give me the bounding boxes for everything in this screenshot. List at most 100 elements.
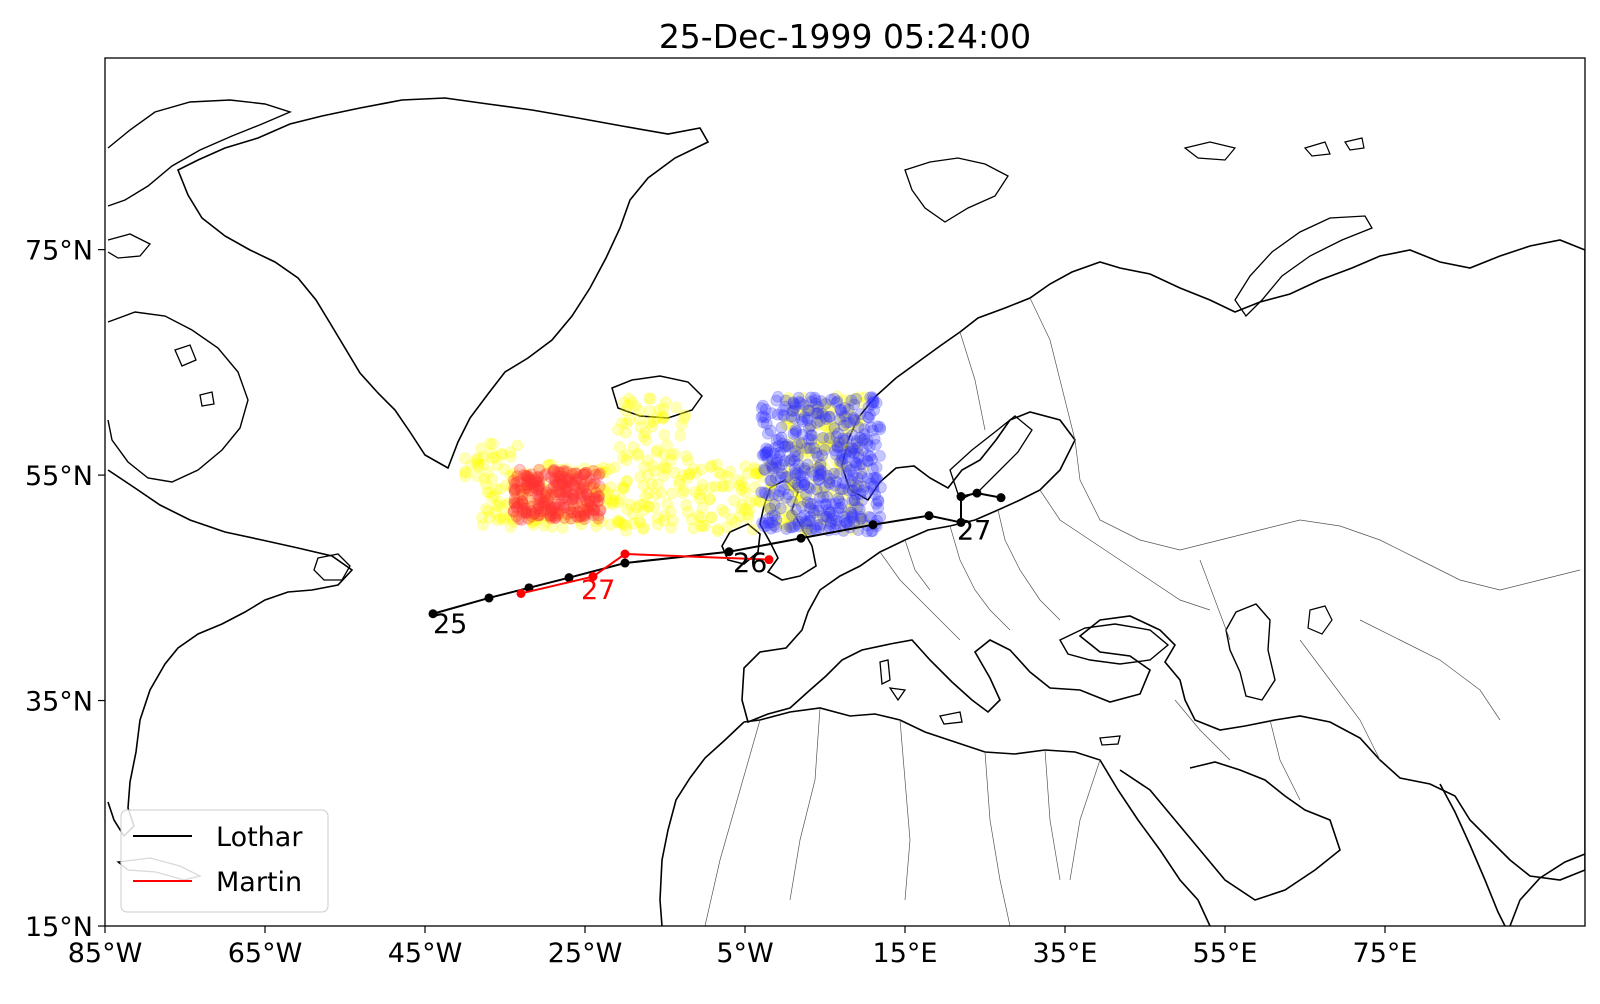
yellow-trajectory-point — [711, 458, 723, 471]
yellow-trajectory-point — [818, 418, 831, 431]
red-trajectory-point — [547, 500, 560, 513]
map-title: 25-Dec-1999 05:24:00 — [659, 17, 1031, 56]
yellow-trajectory-point — [545, 506, 558, 519]
blue-trajectory-point — [857, 484, 870, 497]
yellow-trajectory-point — [510, 472, 523, 485]
yellow-trajectory-point — [752, 467, 765, 480]
yellow-trajectory-point — [625, 396, 638, 408]
yellow-trajectory-point — [506, 470, 519, 483]
yellow-trajectory-point — [715, 468, 728, 481]
red-trajectory-point — [519, 469, 532, 482]
yellow-trajectory-point — [803, 403, 816, 416]
blue-trajectory-point — [763, 489, 775, 502]
x-tick-label: 5°W — [716, 938, 773, 969]
red-trajectory-point — [544, 505, 557, 517]
yellow-trajectory-point — [622, 399, 635, 412]
yellow-trajectory-point — [586, 502, 598, 515]
track-day-label: 27 — [581, 575, 615, 606]
red-trajectory-point — [566, 468, 579, 480]
yellow-trajectory-point — [742, 508, 755, 521]
iceland-coastline — [611, 375, 703, 419]
yellow-trajectory-point — [564, 505, 577, 518]
red-trajectory-point — [550, 485, 563, 498]
blue-trajectory-point — [759, 411, 772, 424]
yellow-trajectory-point — [580, 477, 593, 490]
yellow-trajectory-point — [638, 461, 651, 473]
yellow-trajectory-point — [643, 404, 656, 417]
blue-trajectory-point — [792, 467, 804, 479]
yellow-trajectory-point — [556, 509, 569, 522]
blue-trajectory-point — [804, 429, 817, 442]
yellow-trajectory-point — [620, 404, 632, 417]
red-trajectory-point — [520, 492, 533, 505]
yellow-trajectory-point — [655, 487, 668, 499]
red-trajectory-point — [569, 473, 582, 485]
blue-trajectory-point — [758, 463, 771, 476]
yellow-trajectory-point — [515, 507, 527, 520]
red-trajectory-point — [520, 502, 533, 515]
yellow-trajectory-point — [763, 504, 776, 517]
blue-trajectory-point — [755, 486, 768, 499]
yellow-trajectory-point — [670, 401, 683, 414]
yellow-trajectory-point — [802, 518, 815, 530]
red-trajectory-point — [531, 498, 544, 510]
yellow-trajectory-point — [849, 483, 862, 495]
yellow-trajectory-point — [813, 418, 826, 431]
yellow-trajectory-point — [500, 479, 513, 492]
yellow-trajectory-point — [459, 470, 472, 483]
blue-trajectory-point — [856, 494, 868, 507]
red-trajectory-point — [590, 486, 602, 499]
blue-trajectory-point — [832, 427, 844, 440]
blue-trajectory-point — [834, 404, 847, 416]
yellow-trajectory-point — [665, 448, 678, 461]
red-trajectory-point — [578, 507, 591, 520]
yellow-trajectory-point — [797, 392, 809, 404]
blue-trajectory-point — [808, 442, 821, 455]
red-trajectory-point — [534, 492, 547, 505]
yellow-trajectory-point — [825, 403, 838, 416]
yellow-trajectory-point — [695, 463, 708, 476]
red-trajectory-point — [589, 491, 601, 504]
blue-trajectory-point — [812, 407, 824, 420]
aral-coastline — [1307, 605, 1333, 635]
yellow-trajectory-point — [857, 513, 870, 526]
red-trajectory-point — [508, 496, 521, 509]
red-trajectory-point — [580, 466, 592, 479]
blue-trajectory-point — [844, 463, 857, 476]
yellow-trajectory-point — [807, 478, 820, 491]
yellow-trajectory-point — [837, 414, 850, 427]
red-trajectory-point — [533, 479, 546, 492]
yellow-trajectory-point — [835, 410, 848, 423]
yellow-trajectory-point — [795, 462, 807, 475]
lothar-track-point — [996, 493, 1006, 503]
blue-trajectory-point — [867, 483, 880, 496]
yellow-trajectory-point — [814, 432, 827, 445]
yellow-trajectory-point — [735, 476, 748, 489]
yellow-trajectory-point — [755, 470, 768, 483]
red-trajectory-point — [588, 504, 601, 517]
red-trajectory-point — [571, 498, 584, 510]
blue-trajectory-point — [802, 404, 814, 417]
yellow-trajectory-point — [525, 514, 538, 527]
blue-trajectory-point — [870, 438, 882, 451]
yellow-trajectory-point — [784, 510, 797, 523]
red-trajectory-point — [526, 484, 539, 497]
yellow-trajectory-point — [656, 411, 668, 424]
red-trajectory-point — [545, 483, 558, 495]
yellow-trajectory-point — [489, 451, 501, 464]
yellow-trajectory-point — [597, 484, 609, 497]
track-day-label: 26 — [733, 548, 767, 579]
blue-trajectory-point — [809, 394, 822, 406]
blue-trajectory-point — [823, 473, 836, 485]
red-trajectory-point — [581, 489, 594, 502]
blue-trajectory-point — [848, 398, 861, 411]
blue-trajectory-point — [829, 497, 842, 510]
red-trajectory-point — [582, 505, 595, 517]
yellow-trajectory-point — [716, 480, 729, 493]
yellow-trajectory-point — [766, 497, 779, 510]
yellow-trajectory-point — [589, 482, 601, 495]
yellow-trajectory-point — [823, 413, 836, 426]
blue-trajectory-point — [820, 469, 833, 482]
yellow-trajectory-point — [689, 467, 702, 480]
red-trajectory-point — [565, 476, 578, 489]
